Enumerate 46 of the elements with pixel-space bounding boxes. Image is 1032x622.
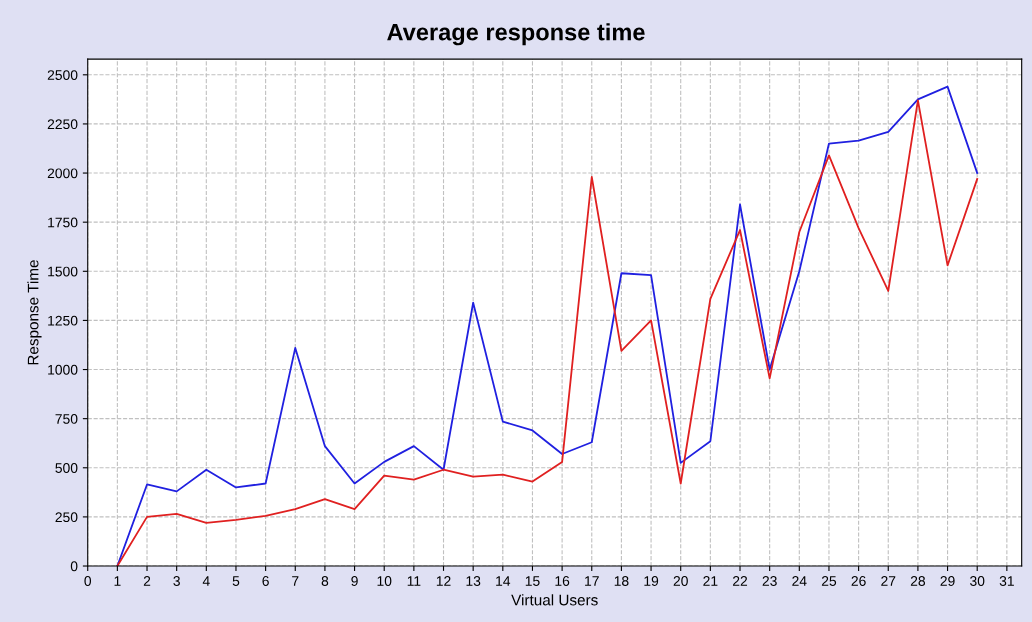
x-tick-label: 10 (377, 576, 392, 586)
x-tick-label: 23 (762, 576, 777, 586)
y-tick-label: 1250 (48, 315, 78, 326)
x-tick-label: 5 (232, 576, 240, 586)
x-tick-label: 15 (525, 576, 540, 586)
x-tick-label: 19 (644, 576, 659, 586)
y-tick-label: 500 (55, 463, 78, 473)
x-tick-label: 31 (999, 576, 1014, 586)
y-tick-label: 1500 (48, 266, 78, 277)
x-tick-label: 26 (851, 576, 866, 586)
x-tick-label: 28 (910, 576, 926, 586)
y-tick-label: 2000 (47, 168, 78, 179)
x-tick-label: 29 (940, 576, 955, 586)
x-tick-label: 21 (703, 576, 718, 586)
x-tick-label: 16 (555, 576, 570, 586)
x-tick-label: 11 (407, 576, 421, 586)
x-tick-label: 14 (496, 576, 511, 586)
x-tick-label: 17 (585, 576, 599, 586)
x-tick-label: 30 (970, 576, 985, 586)
x-tick-label: 7 (292, 576, 299, 586)
x-tick-label: 12 (436, 576, 451, 586)
x-tick-label: 13 (466, 576, 481, 586)
x-tick-label: 20 (673, 576, 688, 586)
chart-title: Average response time (387, 23, 645, 46)
x-tick-label: 27 (881, 576, 896, 586)
x-tick-label: 25 (821, 576, 837, 586)
x-tick-label: 2 (143, 576, 151, 586)
y-axis-title: Response Time (27, 260, 42, 365)
y-tick-label: 1000 (48, 364, 78, 375)
x-tick-label: 22 (732, 576, 748, 586)
x-tick-label: 8 (321, 576, 329, 586)
y-tick-label: 0 (70, 561, 78, 572)
x-tick-label: 1 (114, 576, 121, 586)
y-tick-label: 750 (55, 413, 78, 424)
x-tick-label: 24 (792, 576, 807, 586)
x-tick-label: 6 (262, 576, 269, 586)
x-axis-title: Virtual Users (511, 594, 598, 606)
y-tick-label: 2500 (47, 70, 78, 80)
y-tick-label: 2250 (47, 119, 78, 130)
x-tick-label: 0 (84, 576, 92, 586)
x-tick-label: 18 (614, 576, 629, 586)
x-tick-label: 3 (173, 576, 180, 586)
y-tick-label: 250 (55, 512, 78, 523)
x-tick-label: 4 (202, 576, 210, 586)
x-tick-label: 9 (351, 576, 358, 586)
y-tick-label: 1750 (48, 217, 78, 228)
